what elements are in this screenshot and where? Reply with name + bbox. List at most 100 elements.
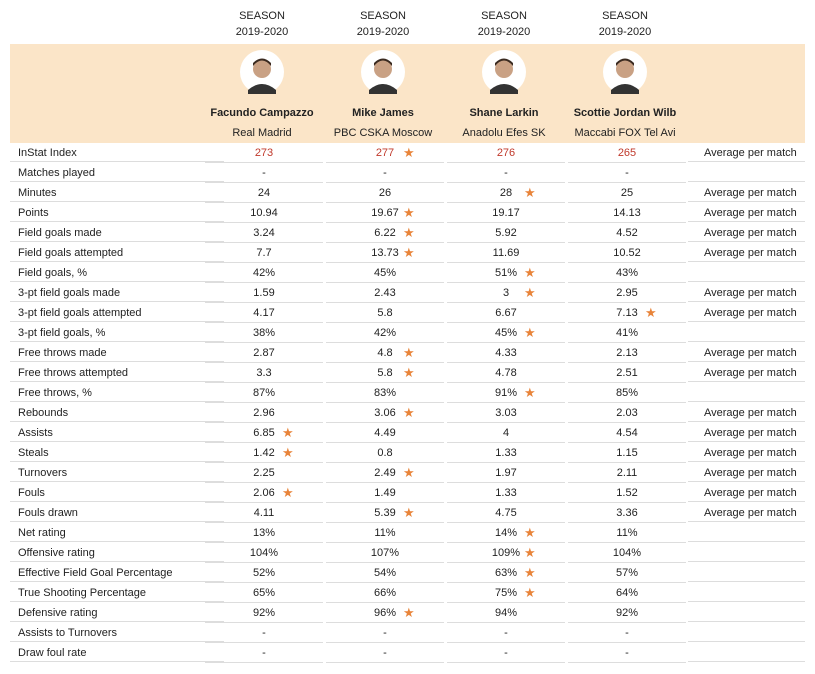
value: 28 bbox=[447, 183, 565, 203]
value: 85% bbox=[568, 383, 686, 403]
value: 2.43 bbox=[326, 283, 444, 303]
value: 5.92 bbox=[447, 223, 565, 243]
value: - bbox=[205, 643, 323, 663]
value: 2.49 bbox=[326, 463, 444, 483]
row-label: Defensive rating bbox=[10, 603, 224, 622]
value: 273 bbox=[205, 143, 323, 163]
value: 24 bbox=[205, 183, 323, 203]
row-note: Average per match bbox=[688, 483, 805, 502]
season-years: 2019-2020 bbox=[356, 26, 410, 38]
value: - bbox=[568, 163, 686, 183]
row-label: 3-pt field goals, % bbox=[10, 323, 224, 342]
row-note bbox=[688, 643, 805, 662]
value: 75% bbox=[447, 583, 565, 603]
value: 265 bbox=[568, 143, 686, 163]
value: 5.8 bbox=[326, 303, 444, 323]
value: 2.95 bbox=[568, 283, 686, 303]
row-note bbox=[688, 623, 805, 642]
value: 1.33 bbox=[447, 443, 565, 463]
player-team: Maccabi FOX Tel Avi bbox=[574, 127, 676, 139]
value: 1.42 bbox=[205, 443, 323, 463]
value: 38% bbox=[205, 323, 323, 343]
player-name: Scottie Jordan Wilb bbox=[573, 107, 677, 119]
value: 4.8 bbox=[326, 343, 444, 363]
value: 3.24 bbox=[205, 223, 323, 243]
value: 45% bbox=[447, 323, 565, 343]
season-years: 2019-2020 bbox=[477, 26, 531, 38]
best-star: ★ bbox=[403, 145, 415, 160]
value: 2.51 bbox=[568, 363, 686, 383]
best-star: ★ bbox=[645, 305, 657, 320]
value: 2.96 bbox=[205, 403, 323, 423]
row-label: 3-pt field goals attempted bbox=[10, 303, 224, 322]
value: 54% bbox=[326, 563, 444, 583]
value: 107% bbox=[326, 543, 444, 563]
best-star: ★ bbox=[403, 365, 415, 380]
row-label: Field goals made bbox=[10, 223, 224, 242]
value: 3.03 bbox=[447, 403, 565, 423]
value: 7.13 bbox=[568, 303, 686, 323]
value: 42% bbox=[326, 323, 444, 343]
value: 1.49 bbox=[326, 483, 444, 503]
value: 104% bbox=[205, 543, 323, 563]
row-label: Minutes bbox=[10, 183, 224, 202]
value: 3.36 bbox=[568, 503, 686, 523]
value: 6.85 bbox=[205, 423, 323, 443]
player-name: Facundo Campazzo bbox=[210, 107, 314, 119]
value: 3.06 bbox=[326, 403, 444, 423]
row-label: Points bbox=[10, 203, 224, 222]
value: 11% bbox=[326, 523, 444, 543]
value: 5.39 bbox=[326, 503, 444, 523]
header-band bbox=[10, 44, 805, 143]
row-note bbox=[688, 583, 805, 602]
value: - bbox=[205, 163, 323, 183]
row-note bbox=[688, 263, 805, 282]
value: 11.69 bbox=[447, 243, 565, 263]
value: 5.8 bbox=[326, 363, 444, 383]
season-label: SEASON bbox=[602, 10, 648, 22]
row-label: Assists to Turnovers bbox=[10, 623, 224, 642]
player-team: Anadolu Efes SK bbox=[462, 127, 546, 139]
row-label: Assists bbox=[10, 423, 224, 442]
best-star: ★ bbox=[403, 345, 415, 360]
value: 64% bbox=[568, 583, 686, 603]
value: 92% bbox=[568, 603, 686, 623]
row-label: Fouls bbox=[10, 483, 224, 502]
row-note bbox=[688, 523, 805, 542]
row-label: Fouls drawn bbox=[10, 503, 224, 522]
value: 1.59 bbox=[205, 283, 323, 303]
value: 0.8 bbox=[326, 443, 444, 463]
value: 6.67 bbox=[447, 303, 565, 323]
avatar bbox=[603, 50, 647, 94]
row-note: Average per match bbox=[688, 243, 805, 262]
row-label: Free throws made bbox=[10, 343, 224, 362]
best-star: ★ bbox=[524, 385, 536, 400]
best-star: ★ bbox=[403, 465, 415, 480]
value: 4.52 bbox=[568, 223, 686, 243]
value: 57% bbox=[568, 563, 686, 583]
value: - bbox=[205, 623, 323, 643]
best-star: ★ bbox=[403, 245, 415, 260]
best-star: ★ bbox=[282, 425, 294, 440]
value: 41% bbox=[568, 323, 686, 343]
value: 4.49 bbox=[326, 423, 444, 443]
row-note: Average per match bbox=[688, 443, 805, 462]
avatar bbox=[482, 50, 526, 94]
value: 14.13 bbox=[568, 203, 686, 223]
value: - bbox=[447, 623, 565, 643]
value: - bbox=[326, 623, 444, 643]
best-star: ★ bbox=[524, 185, 536, 200]
value: - bbox=[326, 643, 444, 663]
value: 65% bbox=[205, 583, 323, 603]
best-star: ★ bbox=[403, 405, 415, 420]
value: 2.11 bbox=[568, 463, 686, 483]
value: 4.17 bbox=[205, 303, 323, 323]
value: 91% bbox=[447, 383, 565, 403]
value: - bbox=[326, 163, 444, 183]
best-star: ★ bbox=[524, 565, 536, 580]
best-star: ★ bbox=[282, 485, 294, 500]
player-photo bbox=[603, 50, 647, 94]
season-label: SEASON bbox=[239, 10, 285, 22]
value: 2.03 bbox=[568, 403, 686, 423]
avatar bbox=[361, 50, 405, 94]
